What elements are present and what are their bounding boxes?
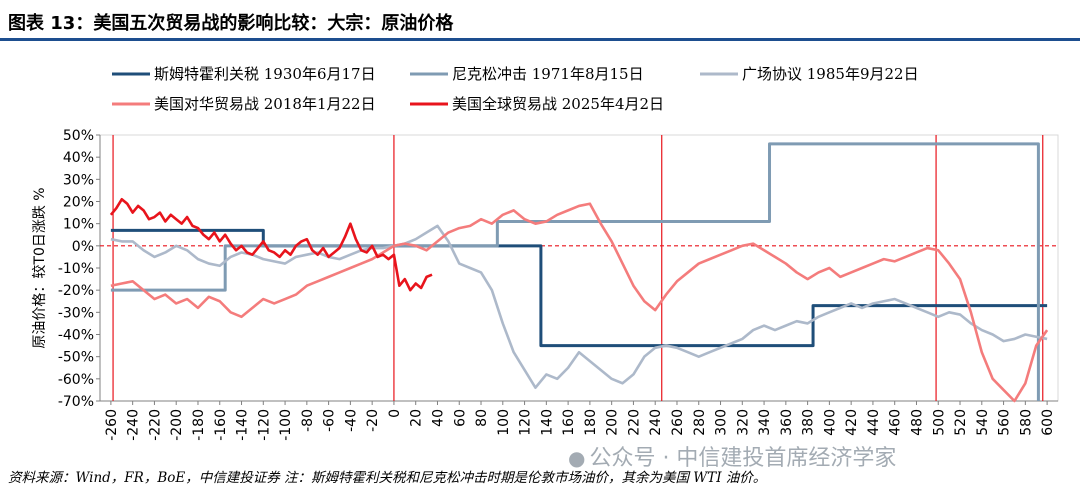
x-tick-label: -20 bbox=[365, 409, 381, 432]
x-tick-label: 560 bbox=[997, 409, 1013, 436]
x-tick-label: 480 bbox=[909, 409, 925, 436]
y-tick-label: 10% bbox=[63, 217, 94, 233]
x-tick-label: -100 bbox=[278, 409, 294, 441]
legend-label-4: 美国全球贸易战 2025年4月2日 bbox=[452, 95, 664, 113]
chart-title: 图表 13：美国五次贸易战的影响比较：大宗：原油价格 bbox=[8, 13, 454, 34]
x-tick-label: 380 bbox=[801, 409, 817, 436]
x-tick-label: 260 bbox=[670, 409, 686, 436]
x-tick-label: 200 bbox=[605, 409, 621, 436]
x-tick-label: 580 bbox=[1018, 409, 1034, 436]
x-tick-label: -40 bbox=[343, 409, 359, 432]
x-tick-label: -120 bbox=[256, 409, 272, 441]
y-tick-label: -10% bbox=[58, 261, 94, 277]
y-axis-title: 原油价格：较T0日涨跌 % bbox=[32, 187, 48, 348]
x-tick-label: 360 bbox=[779, 409, 795, 436]
x-tick-label: 60 bbox=[452, 409, 468, 427]
x-tick-label: -160 bbox=[213, 409, 229, 441]
legend-label-2: 广场协议 1985年9月22日 bbox=[742, 65, 919, 83]
x-tick-label: 520 bbox=[953, 409, 969, 436]
x-tick-label: 120 bbox=[518, 409, 534, 436]
x-tick-label: 280 bbox=[692, 409, 708, 436]
x-tick-label: 40 bbox=[430, 409, 446, 427]
series-line-3 bbox=[110, 202, 1049, 403]
series-line-2 bbox=[110, 224, 1048, 389]
x-tick-label: 220 bbox=[626, 409, 642, 436]
y-tick-label: 40% bbox=[63, 150, 94, 166]
x-tick-label: 460 bbox=[888, 409, 904, 436]
x-tick-label: 100 bbox=[496, 409, 512, 436]
legend-label-3: 美国对华贸易战 2018年1月22日 bbox=[154, 95, 376, 113]
series-line-0 bbox=[110, 228, 1048, 348]
legend-label-1: 尼克松冲击 1971年8月15日 bbox=[452, 65, 644, 83]
y-tick-label: -30% bbox=[58, 305, 94, 321]
watermark-text: 公众号 · 中信建投首席经济学家 bbox=[589, 446, 897, 471]
x-tick-label: 240 bbox=[648, 409, 664, 436]
oil-price-line-chart: 50% 40% 30% 20% 10% 0% -10% -20% -30% -40% -50% -60… bbox=[32, 65, 1059, 441]
x-tick-label: 420 bbox=[844, 409, 860, 436]
x-tick-label: 320 bbox=[735, 409, 751, 436]
x-tick-label: 140 bbox=[539, 409, 555, 436]
x-tick-label: -80 bbox=[300, 409, 316, 432]
watermark: ● 公众号 · 中信建投首席经济学家 bbox=[568, 440, 896, 472]
y-tick-label: -70% bbox=[58, 394, 94, 410]
y-tick-label: -20% bbox=[58, 283, 94, 299]
y-tick-label: 50% bbox=[63, 128, 94, 144]
x-tick-label: -60 bbox=[322, 409, 338, 432]
x-tick-label: -180 bbox=[191, 409, 207, 441]
series-line-1 bbox=[110, 142, 1040, 401]
x-tick-label: 600 bbox=[1040, 409, 1056, 436]
x-tick-label: 160 bbox=[561, 409, 577, 436]
x-tick-label: 340 bbox=[757, 409, 773, 436]
x-tick-label: -200 bbox=[169, 409, 185, 441]
y-tick-label: -40% bbox=[58, 328, 94, 344]
y-tick-label: 0% bbox=[72, 239, 94, 255]
y-tick-label: -50% bbox=[58, 350, 94, 366]
plot-frame bbox=[99, 134, 1059, 402]
y-tick-label: -60% bbox=[58, 372, 94, 388]
x-tick-label: 400 bbox=[822, 409, 838, 436]
x-tick-label: -260 bbox=[104, 409, 120, 441]
chart-header: 图表 13：美国五次贸易战的影响比较：大宗：原油价格 bbox=[0, 0, 1080, 41]
x-tick-label: 20 bbox=[409, 409, 425, 427]
y-tick-label: 20% bbox=[63, 195, 94, 211]
x-tick-label: 540 bbox=[975, 409, 991, 436]
x-tick-label: 440 bbox=[866, 409, 882, 436]
x-tick-label: 180 bbox=[583, 409, 599, 436]
series-line-4 bbox=[109, 197, 433, 292]
wechat-icon: ● bbox=[568, 446, 586, 470]
title-rule bbox=[0, 38, 1080, 41]
y-tick-label: 30% bbox=[63, 172, 94, 188]
x-tick-label: 300 bbox=[714, 409, 730, 436]
source-note: 资料来源：Wind，FR，BoE，中信建投证券 注：斯姆特霍利关税和尼克松冲击时… bbox=[8, 470, 767, 486]
x-tick-label: -240 bbox=[126, 409, 142, 441]
x-tick-label: 0 bbox=[387, 409, 403, 418]
legend-label-0: 斯姆特霍利关税 1930年6月17日 bbox=[154, 65, 376, 83]
x-tick-label: 80 bbox=[474, 409, 490, 427]
x-tick-label: -220 bbox=[147, 409, 163, 441]
x-tick-label: 500 bbox=[931, 409, 947, 436]
x-tick-label: -140 bbox=[235, 409, 251, 441]
